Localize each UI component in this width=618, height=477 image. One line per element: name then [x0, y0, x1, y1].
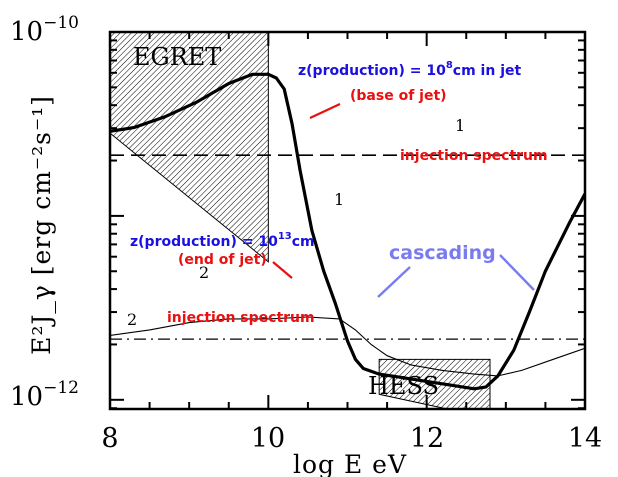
pointer-cascading-right — [499, 254, 535, 291]
injection-spectrum-label-2: injection spectrum — [167, 310, 315, 326]
pointer-base-of-jet — [309, 103, 341, 119]
pointer-end-of-jet — [272, 261, 293, 279]
y-tick-label: 10−10 — [10, 13, 79, 47]
base-of-jet-label: (base of jet) — [350, 88, 447, 104]
x-tick-label: 8 — [101, 423, 118, 454]
curve-2-injection-number: 2 — [127, 310, 137, 329]
z-production-end-label: z(production) = 1013cm — [130, 231, 315, 250]
z-production-base-label: z(production) = 108cm in jet — [298, 60, 521, 79]
x-axis-label: log E eV — [293, 450, 407, 477]
egret-shaded-region — [110, 32, 269, 263]
hess-label: HESS — [368, 372, 439, 400]
x-tick-label: 14 — [568, 423, 602, 454]
series-line-2 — [110, 316, 585, 377]
pointer-cascading-left — [377, 266, 411, 298]
x-tick-label: 10 — [251, 423, 285, 454]
curve-2-number: 2 — [199, 263, 209, 282]
y-tick-label: 10−12 — [10, 378, 79, 412]
y-axis-label: E²J_γ [erg cm⁻²s⁻¹] — [27, 95, 56, 355]
curve-1-number: 1 — [334, 190, 344, 209]
end-of-jet-label: (end of jet) — [178, 252, 267, 268]
curve-1-injection-number: 1 — [455, 116, 465, 135]
cascading-label: cascading — [389, 242, 496, 264]
injection-spectrum-label-1: injection spectrum — [400, 148, 548, 164]
series-line-1 — [110, 72, 585, 391]
egret-label: EGRET — [133, 43, 221, 71]
x-tick-label: 12 — [410, 423, 444, 454]
